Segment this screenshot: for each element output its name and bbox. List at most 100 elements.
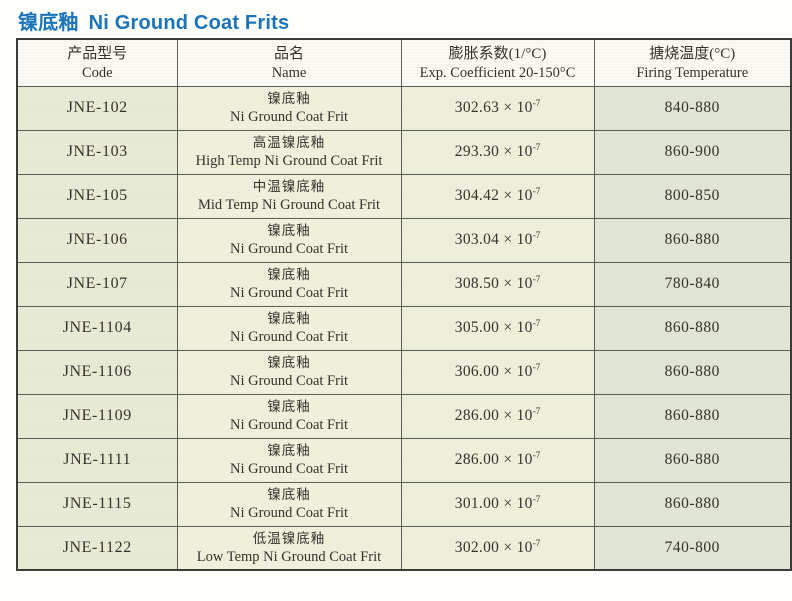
firing-temp-cell: 860-880 (593, 393, 792, 439)
coefficient-cell: 306.00 × 10-7 (400, 349, 595, 395)
header-code: 产品型号 Code (16, 38, 178, 87)
firing-temp-cell: 780-840 (593, 261, 792, 307)
code-cell: JNE-107 (16, 261, 178, 307)
name-zh: 中温镍底釉 (252, 179, 326, 194)
name-zh: 镍底釉 (267, 443, 311, 458)
table-row: JNE-106 镍底釉 Ni Ground Coat Frit 303.04 ×… (16, 217, 792, 263)
coefficient-exponent: -7 (532, 494, 541, 505)
firing-temp-cell: 800-850 (593, 173, 792, 219)
page-title-zh: 镍底釉 (18, 12, 79, 34)
coefficient-exponent: -7 (532, 538, 541, 549)
name-en: Ni Ground Coat Frit (229, 373, 348, 389)
table-row: JNE-1111 镍底釉 Ni Ground Coat Frit 286.00 … (16, 437, 792, 483)
name-en: Ni Ground Coat Frit (229, 109, 348, 125)
header-firing-temp: 搪烧温度(°C) Firing Temperature (593, 38, 792, 87)
coefficient-exponent: -7 (532, 186, 541, 197)
name-cell: 镍底釉 Ni Ground Coat Frit (176, 437, 402, 483)
firing-temp-cell: 860-880 (593, 349, 792, 395)
page-title-en: Ni Ground Coat Frits (88, 12, 290, 34)
coefficient-base: 303.04 × 10 (454, 231, 533, 249)
table-row: JNE-1109 镍底釉 Ni Ground Coat Frit 286.00 … (16, 393, 792, 439)
coefficient-base: 302.63 × 10 (454, 99, 533, 117)
table-row: JNE-1104 镍底釉 Ni Ground Coat Frit 305.00 … (16, 305, 792, 351)
name-en: Low Temp Ni Ground Coat Frit (196, 548, 382, 565)
table-row: JNE-105 中温镍底釉 Mid Temp Ni Ground Coat Fr… (16, 173, 792, 219)
name-cell: 镍底釉 Ni Ground Coat Frit (176, 305, 402, 351)
coefficient-base: 301.00 × 10 (454, 495, 533, 513)
firing-temp-cell: 860-900 (593, 129, 792, 175)
header-name-en: Name (271, 64, 307, 81)
header-firing-temp-en: Firing Temperature (636, 64, 749, 81)
name-en: Ni Ground Coat Frit (229, 285, 348, 301)
name-zh: 镍底釉 (267, 355, 311, 370)
code-cell: JNE-1111 (16, 437, 178, 483)
coefficient-base: 304.42 × 10 (454, 187, 533, 205)
name-en: Ni Ground Coat Frit (229, 461, 348, 477)
coefficient-cell: 302.63 × 10-7 (400, 85, 595, 131)
code-cell: JNE-1106 (16, 349, 178, 395)
header-name: 品名 Name (176, 38, 402, 87)
name-zh: 镍底釉 (267, 311, 311, 326)
name-zh: 低温镍底釉 (252, 530, 326, 546)
coefficient-base: 308.50 × 10 (454, 275, 533, 293)
name-cell: 镍底釉 Ni Ground Coat Frit (176, 217, 402, 263)
code-cell: JNE-1115 (16, 481, 178, 527)
name-cell: 低温镍底釉 Low Temp Ni Ground Coat Frit (176, 525, 402, 571)
coefficient-base: 286.00 × 10 (454, 451, 533, 469)
coefficient-cell: 308.50 × 10-7 (400, 261, 595, 307)
coefficient-cell: 305.00 × 10-7 (400, 305, 595, 351)
firing-temp-cell: 860-880 (593, 481, 792, 527)
name-en: Ni Ground Coat Frit (229, 329, 348, 345)
coefficient-cell: 293.30 × 10-7 (400, 129, 595, 175)
table-row: JNE-1115 镍底釉 Ni Ground Coat Frit 301.00 … (16, 481, 792, 527)
coefficient-base: 306.00 × 10 (454, 363, 533, 381)
code-cell: JNE-102 (16, 85, 178, 131)
coefficient-cell: 302.00 × 10-7 (400, 525, 595, 571)
coefficient-exponent: -7 (532, 142, 541, 153)
name-en: Ni Ground Coat Frit (229, 505, 348, 521)
table-row: JNE-103 高温镍底釉 High Temp Ni Ground Coat F… (16, 129, 792, 175)
coefficient-base: 286.00 × 10 (454, 407, 533, 425)
name-zh: 镍底釉 (267, 91, 311, 106)
header-coefficient-en: Exp. Coefficient 20-150°C (419, 64, 576, 81)
name-cell: 镍底釉 Ni Ground Coat Frit (176, 261, 402, 307)
name-cell: 中温镍底釉 Mid Temp Ni Ground Coat Frit (176, 173, 402, 219)
coefficient-exponent: -7 (532, 318, 541, 329)
firing-temp-cell: 840-880 (593, 85, 792, 131)
header-row: 产品型号 Code 品名 Name 膨胀系数(1/°C) Exp. Coeffi… (16, 38, 792, 87)
coefficient-cell: 286.00 × 10-7 (400, 393, 595, 439)
table-row: JNE-107 镍底釉 Ni Ground Coat Frit 308.50 ×… (16, 261, 792, 307)
coefficient-exponent: -7 (532, 230, 541, 241)
table-body: JNE-102 镍底釉 Ni Ground Coat Frit 302.63 ×… (16, 85, 792, 571)
name-zh: 高温镍底釉 (252, 135, 326, 150)
coefficient-exponent: -7 (532, 406, 541, 417)
code-cell: JNE-105 (16, 173, 178, 219)
name-en: High Temp Ni Ground Coat Frit (195, 153, 383, 169)
table-row: JNE-1106 镍底釉 Ni Ground Coat Frit 306.00 … (16, 349, 792, 395)
coefficient-exponent: -7 (532, 362, 541, 373)
coefficient-exponent: -7 (532, 98, 541, 109)
name-zh: 镍底釉 (267, 223, 311, 238)
code-cell: JNE-1122 (16, 525, 178, 571)
coefficient-base: 302.00 × 10 (454, 539, 533, 557)
name-cell: 镍底釉 Ni Ground Coat Frit (176, 393, 402, 439)
firing-temp-cell: 860-880 (593, 305, 792, 351)
name-zh: 镍底釉 (267, 399, 311, 414)
firing-temp-cell: 860-880 (593, 217, 792, 263)
name-cell: 镍底釉 Ni Ground Coat Frit (176, 349, 402, 395)
code-cell: JNE-1109 (16, 393, 178, 439)
name-cell: 镍底釉 Ni Ground Coat Frit (176, 85, 402, 131)
name-en: Mid Temp Ni Ground Coat Frit (198, 197, 380, 213)
firing-temp-cell: 860-880 (593, 437, 792, 483)
coefficient-base: 293.30 × 10 (454, 143, 533, 161)
coefficient-cell: 304.42 × 10-7 (400, 173, 595, 219)
table-row: JNE-1122 低温镍底釉 Low Temp Ni Ground Coat F… (16, 525, 792, 571)
coefficient-exponent: -7 (532, 450, 541, 461)
coefficient-exponent: -7 (532, 274, 541, 285)
name-en: Ni Ground Coat Frit (229, 241, 348, 257)
name-cell: 镍底釉 Ni Ground Coat Frit (176, 481, 402, 527)
name-zh: 镍底釉 (267, 487, 311, 502)
header-name-zh: 品名 (273, 45, 304, 62)
name-en: Ni Ground Coat Frit (229, 417, 348, 433)
header-coefficient: 膨胀系数(1/°C) Exp. Coefficient 20-150°C (400, 38, 595, 87)
